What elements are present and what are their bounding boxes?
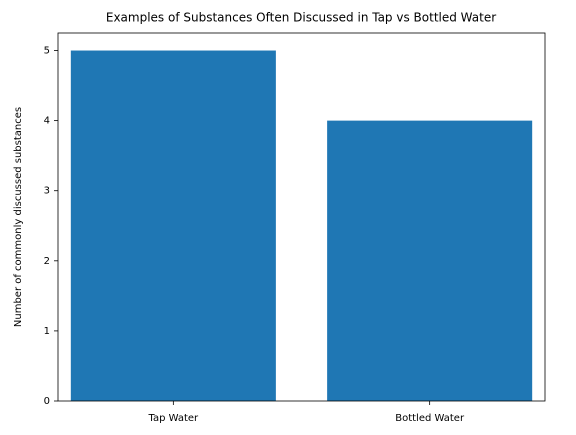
x-tick-label: Tap Water <box>148 413 200 424</box>
y-tick-label: 2 <box>44 256 50 267</box>
y-tick-label: 1 <box>44 326 50 337</box>
y-tick-label: 4 <box>44 116 50 127</box>
y-tick-label: 3 <box>44 186 50 197</box>
y-tick-label: 5 <box>44 46 50 57</box>
y-axis-label: Number of commonly discussed substances <box>13 107 24 327</box>
chart-title: Examples of Substances Often Discussed i… <box>106 11 496 25</box>
bar <box>70 50 276 402</box>
x-tick-label: Bottled Water <box>395 413 465 424</box>
y-tick-label: 0 <box>44 396 50 407</box>
plot-frame <box>57 32 546 402</box>
bar <box>327 120 533 401</box>
